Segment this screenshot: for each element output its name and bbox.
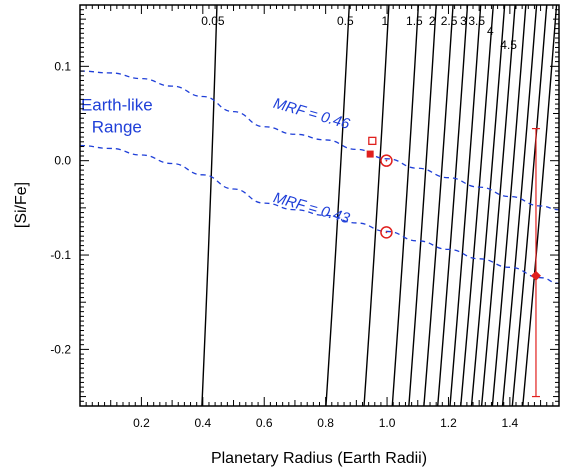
filled-square-marker: [366, 150, 374, 158]
x-tick-label: 0.2: [133, 416, 150, 430]
mass-contour-label: 1.5: [406, 14, 423, 28]
axes-group: 0.2 0.4 0.6 0.8 1.0 1.2 1.4 0.1 0.0 -0.1 -0.2: [50, 4, 560, 430]
x-tick-label: 0.8: [317, 416, 334, 430]
mass-contour-line: [470, 5, 506, 406]
circle-center-dot: [385, 231, 388, 234]
mass-contour-label: 0.05: [201, 14, 225, 28]
x-axis-label: Planetary Radius (Earth Radii): [211, 450, 427, 467]
open-circle-marker: [380, 154, 393, 167]
mass-contour-label: 4.5: [500, 38, 517, 52]
open-square-marker: [368, 136, 377, 146]
circle-center-dot: [385, 159, 388, 162]
mass-contour-line: [437, 5, 469, 406]
y-tick-label: 0.1: [54, 59, 71, 73]
mass-contour-line: [491, 5, 527, 406]
mass-contour-label: 4: [487, 24, 494, 38]
mass-contour-line: [201, 5, 218, 406]
mass-contour-line: [325, 5, 350, 406]
y-tick-label: 0.0: [54, 154, 71, 168]
mass-contour-line: [511, 5, 548, 406]
x-tick-label: 1.0: [379, 416, 396, 430]
y-tick-label: -0.2: [50, 342, 71, 356]
contour-label-group: 0.05 0.5 1 1.5 2 2.5 3 3.54 4.5: [201, 14, 517, 52]
series-line: [80, 70, 559, 211]
filled-diamond-marker: [530, 270, 541, 281]
mass-contour-label: 2: [429, 14, 436, 28]
range-annotation: Range: [92, 117, 142, 136]
range-annotation: Earth-like: [81, 96, 153, 115]
mass-contour-line: [391, 5, 420, 406]
x-tick-label: 1.2: [440, 416, 457, 430]
y-tick-label: -0.1: [50, 248, 71, 262]
mass-contour-line: [408, 5, 437, 406]
x-tick-label: 1.4: [502, 416, 519, 430]
mass-contour-line: [449, 5, 482, 406]
x-tick-label: 0.6: [256, 416, 273, 430]
mass-contour-line: [501, 5, 538, 406]
open-circle-marker: [380, 226, 393, 239]
series-line: [80, 144, 559, 284]
x-tick-label: 0.4: [194, 416, 211, 430]
mass-contour-label: 2.5: [441, 14, 458, 28]
mass-contour-label: 3.5: [468, 14, 485, 28]
mass-contour-line: [363, 5, 390, 406]
series-group: [80, 70, 559, 284]
mass-contour-line: [423, 5, 454, 406]
mass-contour-line: [460, 5, 494, 406]
mass-contour-label: 0.5: [337, 14, 354, 28]
mass-contour-line: [480, 5, 516, 406]
y-axis-label: [Si/Fe]: [13, 182, 30, 228]
mass-contour-label: 1: [382, 14, 389, 28]
marker-group: [366, 128, 541, 398]
mass-contour-label: 3: [460, 14, 467, 28]
